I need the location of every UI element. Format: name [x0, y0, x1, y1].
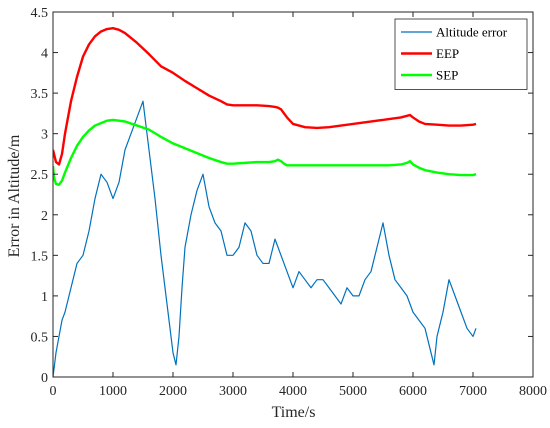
- series-line-altitude-error: [53, 100, 477, 377]
- x-tick-label: 5000: [339, 384, 367, 399]
- y-tick-label: 1: [41, 290, 48, 305]
- x-tick-label: 4000: [279, 384, 307, 399]
- y-tick-label: 0: [41, 371, 48, 386]
- y-tick-label: 2: [41, 209, 48, 224]
- y-axis-label: Error in Altitude/m: [6, 134, 23, 257]
- legend-label: EEP: [436, 46, 459, 61]
- y-tick-label: 4: [41, 47, 48, 62]
- y-tick-label: 3: [41, 128, 48, 143]
- y-tick-label: 3.5: [31, 87, 49, 102]
- x-tick-label: 7000: [459, 384, 487, 399]
- series-line-eep: [53, 27, 477, 166]
- x-tick-label: 1000: [99, 384, 127, 399]
- y-tick-label: 4.5: [31, 6, 49, 21]
- x-tick-label: 8000: [519, 384, 547, 399]
- x-tick-label: 2000: [159, 384, 187, 399]
- series-layer: [53, 27, 477, 377]
- ticks: 0 1000 2000 3000 4000 5000 6000 7000 8000 0 0.5 1 1.…: [31, 6, 548, 399]
- y-tick-label: 2.5: [31, 168, 49, 183]
- x-tick-label: 0: [50, 384, 57, 399]
- series-line-sep: [53, 118, 477, 186]
- x-axis-label: Time/s: [272, 404, 316, 421]
- y-tick-label: 0.5: [31, 330, 49, 345]
- y-tick-label: 1.5: [31, 249, 49, 264]
- legend: Altitude error EEP SEP: [394, 18, 528, 90]
- legend-label: Altitude error: [436, 25, 508, 40]
- legend-label: SEP: [436, 68, 458, 83]
- x-tick-label: 6000: [399, 384, 427, 399]
- x-tick-label: 3000: [219, 384, 247, 399]
